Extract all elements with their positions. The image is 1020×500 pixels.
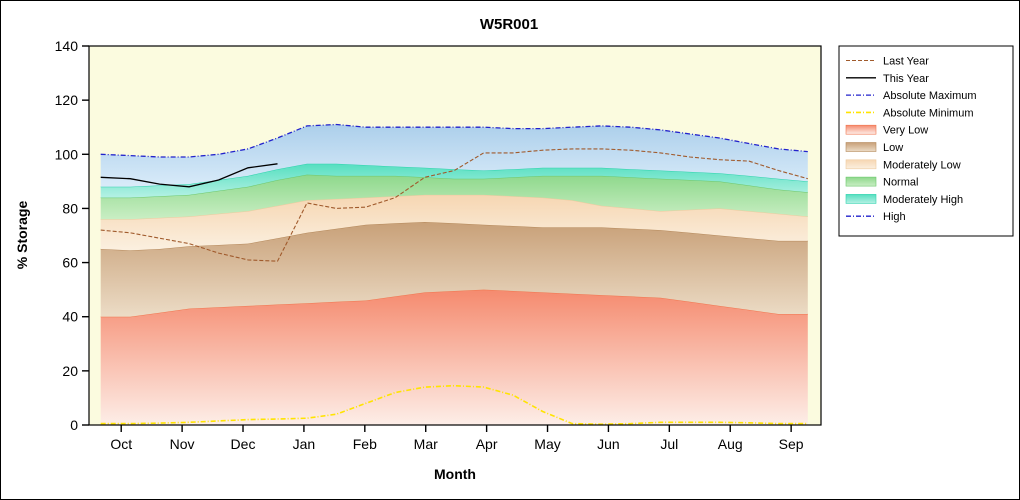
plot-area: 0 20 40 60 80 100 120 140 Oct Nov Dec Jan Feb Mar Apr M… <box>55 38 822 452</box>
y-tick-label: 20 <box>62 363 78 379</box>
x-tick-label: Apr <box>476 436 498 452</box>
x-tick-label: May <box>534 436 560 452</box>
y-axis-label: % Storage <box>14 201 30 270</box>
legend-fill-swatch <box>845 194 877 204</box>
plot-border <box>88 45 822 426</box>
chart-title: W5R001 <box>480 16 538 33</box>
legend-item-label: Absolute Minimum <box>883 107 973 119</box>
legend-item-high: High <box>846 211 906 223</box>
legend-item-absolute-maximum: Absolute Maximum <box>846 90 977 102</box>
x-tick-label: Sep <box>779 436 804 452</box>
x-tick-label: Jul <box>660 436 678 452</box>
y-tick-label: 40 <box>62 309 78 325</box>
x-tick-label: Aug <box>718 436 743 452</box>
y-tick-label: 80 <box>62 200 78 216</box>
x-tick-label: Feb <box>353 436 377 452</box>
y-tick-label: 120 <box>55 92 79 108</box>
legend: Last Year This Year Absolute Maximum Absolu… <box>838 45 1014 237</box>
legend-item-absolute-minimum: Absolute Minimum <box>846 107 973 119</box>
band-low <box>100 222 808 317</box>
y-tick-label: 0 <box>70 417 78 433</box>
band-very-low <box>100 289 808 425</box>
legend-fill-swatch <box>845 176 877 187</box>
legend-item-label: Very Low <box>883 125 928 137</box>
legend-item-this-year: This Year <box>846 73 929 85</box>
legend-item-moderately-low: Moderately Low <box>845 159 961 171</box>
y-tick-label: 60 <box>62 255 78 271</box>
legend-item-label: Last Year <box>883 56 929 68</box>
line-last-year <box>100 148 808 262</box>
x-tick-label: Jan <box>293 436 316 452</box>
legend-item-low: Low <box>845 142 903 154</box>
legend-item-label: Low <box>883 142 903 154</box>
x-axis-label: Month <box>434 466 476 482</box>
band-normal <box>100 174 808 220</box>
legend-item-label: High <box>883 211 906 223</box>
line-this-year <box>100 163 278 188</box>
legend-item-label: Normal <box>883 177 918 189</box>
legend-item-very-low: Very Low <box>845 124 928 137</box>
legend-item-label: Absolute Maximum <box>883 90 977 102</box>
x-tick-label: Mar <box>414 436 438 452</box>
x-tick-label: Dec <box>231 436 256 452</box>
band-high <box>100 124 808 187</box>
legend-item-moderately-high: Moderately High <box>845 194 963 206</box>
x-tick-label: Jun <box>597 436 620 452</box>
legend-item-last-year: Last Year <box>846 56 929 68</box>
x-tick-label: Oct <box>110 436 132 452</box>
legend-fill-swatch <box>845 159 877 170</box>
legend-item-label: This Year <box>883 73 929 85</box>
legend-fill-swatch <box>845 142 877 152</box>
legend-item-label: Moderately High <box>883 194 963 206</box>
band-moderately-high <box>100 163 808 198</box>
y-tick-label: 100 <box>55 146 79 162</box>
legend-item-label: Moderately Low <box>883 159 961 171</box>
line-absolute-maximum <box>100 123 808 158</box>
line-absolute-minimum <box>100 384 808 426</box>
legend-item-normal: Normal <box>845 176 918 189</box>
legend-fill-swatch <box>845 124 877 135</box>
x-tick-label: Nov <box>170 436 195 452</box>
y-tick-label: 140 <box>55 38 79 54</box>
